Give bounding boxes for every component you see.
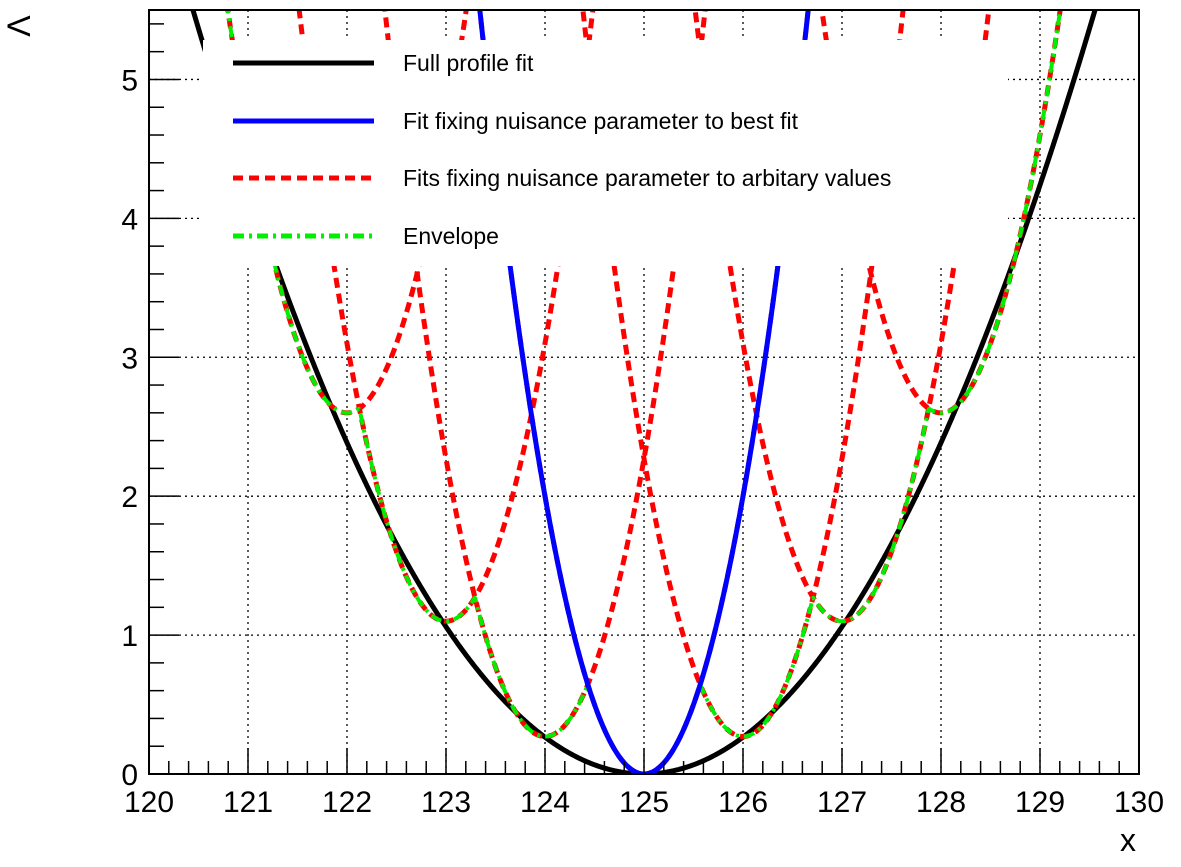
envelope-curve — [225, 10, 1063, 774]
legend-entry-envelope-label: Envelope — [403, 223, 499, 249]
x-tick-label: 129 — [1015, 786, 1065, 819]
x-tick-label: 124 — [520, 786, 570, 819]
full-profile-curve — [190, 10, 1098, 774]
y-tick-label: 5 — [121, 64, 138, 97]
x-tick-label: 120 — [124, 786, 174, 819]
x-tick-label: 122 — [322, 786, 372, 819]
y-tick-label: 2 — [121, 481, 138, 514]
legend-entry-best-fit-label: Fit fixing nuisance parameter to best fi… — [403, 108, 799, 134]
y-tick-label: 1 — [121, 620, 138, 653]
x-tick-label: 127 — [817, 786, 867, 819]
y-axis-title: Λ — [1, 15, 37, 37]
x-tick-label: 126 — [718, 786, 768, 819]
y-tick-label: 0 — [121, 759, 138, 792]
legend-entry-full-profile-label: Full profile fit — [403, 50, 534, 76]
legend: Full profile fit Fit fixing nuisance para… — [203, 40, 1008, 266]
x-tick-label: 128 — [916, 786, 966, 819]
x-axis-title: x — [1120, 822, 1136, 858]
legend-entry-arbitrary-fits-label: Fits fixing nuisance parameter to arbita… — [403, 165, 891, 191]
legend-background — [203, 40, 1008, 266]
x-tick-label: 130 — [1114, 786, 1164, 819]
arbitrary-fit-curve — [580, 10, 906, 739]
x-tick-label: 121 — [223, 786, 273, 819]
y-tick-label: 4 — [121, 203, 138, 236]
x-tick-label: 123 — [421, 786, 471, 819]
x-tick-label: 125 — [619, 786, 669, 819]
y-tick-label: 3 — [121, 342, 138, 375]
